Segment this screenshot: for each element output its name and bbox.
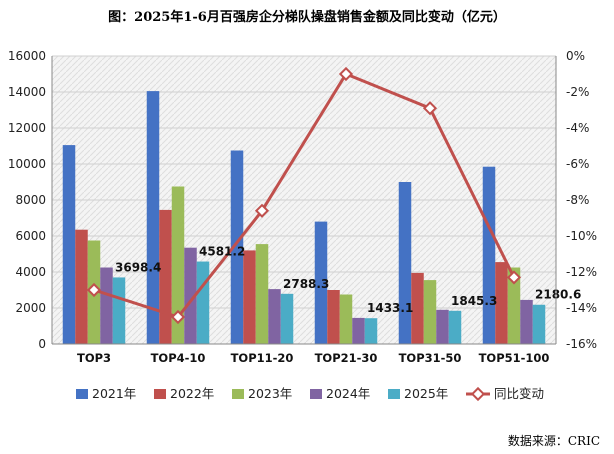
bar-2022年-TOP11-20 [243,250,256,344]
bar-2025年-TOP21-30 [364,318,378,344]
y-right-tick-label: -4% [566,121,589,135]
axes: 0 2000 4000 6000 8000 10000 12000 14000 16000 -16… [8,49,597,365]
bar-2024年-TOP51-100 [520,299,533,344]
bar-2023年-TOP11-20 [255,244,269,344]
y-right-tick-label: -8% [566,193,589,207]
yoy-marker [506,270,522,285]
bar-group [62,91,546,344]
data-label-2025: 2180.6 [535,288,581,302]
bar-2022年-TOP3 [75,229,88,344]
y-right-tick-label: -6% [566,157,589,171]
y-right-tick-label: -10% [566,229,597,243]
yoy-line-group [86,66,522,325]
y-left-tick-label: 8000 [15,193,46,207]
y-left-tick-label: 4000 [15,265,46,279]
y-right-tick-label: -14% [566,301,597,315]
bar-2024年-TOP3 [100,267,113,344]
x-category-label: TOP31-50 [399,351,462,365]
legend-swatch [154,389,166,399]
data-source: 数据来源：CRIC [507,434,600,448]
bar-2023年-TOP31-50 [423,280,437,344]
bar-2023年-TOP4-10 [171,186,185,344]
legend-swatch [232,389,244,399]
legend-label: 2024年 [326,386,370,401]
legend-swatch [310,389,322,399]
bar-2021年-TOP21-30 [314,221,328,344]
y-left-tick-label: 10000 [8,157,46,171]
y-left-tick-label: 0 [38,337,46,351]
y-left-tick-label: 14000 [8,85,46,99]
yoy-marker [422,101,438,116]
bar-2025年-TOP3 [112,277,126,344]
x-category-label: TOP21-30 [315,351,378,365]
bar-2022年-TOP4-10 [159,209,172,344]
bar-2025年-TOP4-10 [196,261,210,344]
bar-2025年-TOP11-20 [280,293,294,344]
legend-label: 2025年 [404,386,448,401]
yoy-line [93,72,516,319]
x-category-label: TOP51-100 [479,351,550,365]
legend-line-marker [470,386,486,402]
bar-2021年-TOP31-50 [398,182,412,344]
data-label-2025: 2788.3 [283,277,329,291]
y-right-tick-label: -16% [566,337,597,351]
legend-swatch [76,389,88,399]
y-left-tick-label: 2000 [15,301,46,315]
data-label-2025: 1433.1 [367,301,413,315]
bar-2024年-TOP21-30 [352,317,365,344]
bar-2024年-TOP11-20 [268,289,281,344]
data-labels: 3698.4 4581.2 2788.3 1433.1 1845.3 2180.6 [115,245,581,316]
bar-2022年-TOP21-30 [327,290,340,344]
bar-2021年-TOP3 [62,145,76,344]
data-label-2025: 3698.4 [115,260,161,274]
legend-label: 2023年 [248,386,292,401]
y-left-tick-label: 6000 [15,229,46,243]
yoy-marker [86,282,102,298]
data-label-2025: 4581.2 [199,245,245,259]
y-right-tick-label: -2% [566,85,589,99]
bar-2024年-TOP4-10 [184,247,197,344]
bar-2023年-TOP21-30 [339,294,353,344]
legend-swatch [388,389,400,399]
chart-title: 图：2025年1-6月百强房企分梯队操盘销售金额及同比变动（亿元） [108,10,506,25]
y-right-tick-label: 0% [566,49,585,63]
y-left-tick-label: 12000 [8,121,46,135]
bar-2021年-TOP51-100 [482,166,496,344]
bar-2025年-TOP31-50 [448,310,462,344]
yoy-marker [254,203,270,218]
bar-2023年-TOP51-100 [507,267,521,344]
data-label-2025: 1845.3 [451,294,497,308]
x-category-label: TOP3 [77,351,111,365]
legend-label: 同比变动 [494,386,544,401]
legend-label: 2022年 [170,386,214,401]
yoy-marker [338,66,354,82]
bar-2022年-TOP31-50 [411,272,424,344]
bar-2021年-TOP4-10 [146,91,160,344]
bar-2021年-TOP11-20 [230,150,244,344]
legend: 2021年 2022年 2023年 2024年 2025年 同比变动 [76,386,544,402]
bar-2022年-TOP51-100 [495,262,508,344]
bar-2025年-TOP51-100 [532,304,546,344]
yoy-marker [170,309,186,325]
x-category-label: TOP4-10 [151,351,206,365]
y-left-tick-label: 16000 [8,49,46,63]
x-category-label: TOP11-20 [231,351,294,365]
y-right-tick-label: -12% [566,265,597,279]
bar-2024年-TOP31-50 [436,309,449,344]
legend-label: 2021年 [92,386,136,401]
